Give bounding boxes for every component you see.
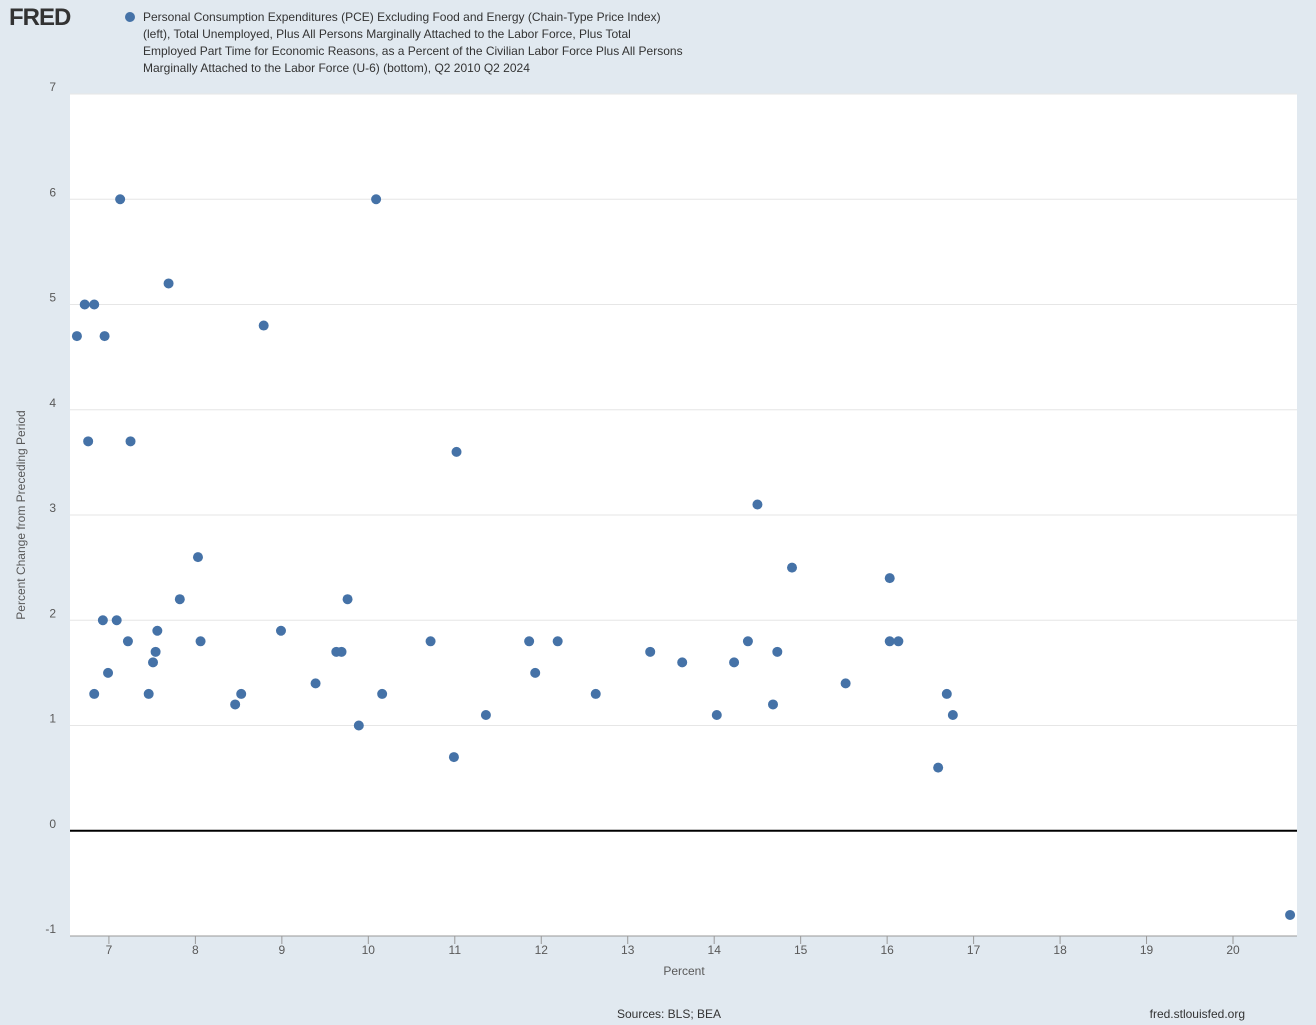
- point: [148, 657, 159, 668]
- url: fred.stlouisfed.org: [1150, 1007, 1245, 1021]
- point: [103, 667, 114, 678]
- point: [310, 678, 321, 689]
- y-tick-label: 3: [49, 501, 56, 515]
- point: [192, 552, 203, 563]
- x-tick-label: 16: [880, 943, 894, 957]
- point: [530, 667, 541, 678]
- point: [1285, 909, 1296, 920]
- point: [174, 594, 185, 605]
- point: [729, 657, 740, 668]
- x-tick-label: 15: [794, 943, 808, 957]
- point: [377, 688, 388, 699]
- y-tick-label: 6: [49, 185, 56, 199]
- point: [448, 752, 459, 763]
- point: [83, 436, 94, 447]
- y-tick-label: 2: [49, 606, 56, 620]
- x-tick-label: 11: [449, 943, 462, 957]
- point: [230, 699, 241, 710]
- point: [645, 646, 656, 657]
- legend-marker: [125, 12, 135, 22]
- point: [884, 573, 895, 584]
- point: [480, 709, 491, 720]
- point: [371, 194, 382, 205]
- point: [353, 720, 364, 731]
- y-axis-label: Percent Change from Preceding Period: [14, 410, 28, 619]
- point: [143, 688, 154, 699]
- point: [451, 446, 462, 457]
- y-tick-label: 4: [49, 396, 56, 410]
- x-tick-label: 13: [621, 943, 635, 957]
- point: [767, 699, 778, 710]
- x-tick-label: 14: [708, 943, 722, 957]
- point: [125, 436, 136, 447]
- point: [524, 636, 535, 647]
- point: [99, 331, 110, 342]
- point: [677, 657, 688, 668]
- point: [772, 646, 783, 657]
- x-tick-label: 12: [535, 943, 549, 957]
- point: [89, 299, 100, 310]
- point: [89, 688, 100, 699]
- sources: Sources: BLS; BEA: [617, 1007, 721, 1021]
- logo: FRED: [9, 4, 71, 31]
- point: [933, 762, 944, 773]
- point: [425, 636, 436, 647]
- point: [884, 636, 895, 647]
- x-tick-label: 18: [1053, 943, 1067, 957]
- point: [941, 688, 952, 699]
- point: [122, 636, 133, 647]
- point: [742, 636, 753, 647]
- x-tick-label: 20: [1226, 943, 1240, 957]
- point: [752, 499, 763, 510]
- point: [787, 562, 798, 573]
- point: [163, 278, 174, 289]
- point: [947, 709, 958, 720]
- point: [552, 636, 563, 647]
- x-tick-label: 10: [362, 943, 376, 957]
- point: [258, 320, 269, 331]
- point: [893, 636, 904, 647]
- x-tick-label: 8: [192, 943, 199, 957]
- point: [236, 688, 247, 699]
- y-tick-label: 5: [49, 291, 56, 305]
- point: [840, 678, 851, 689]
- point: [115, 194, 126, 205]
- point: [195, 636, 206, 647]
- x-tick-label: 19: [1140, 943, 1154, 957]
- point: [590, 688, 601, 699]
- point: [79, 299, 90, 310]
- point: [71, 331, 82, 342]
- y-tick-label: -1: [45, 922, 56, 936]
- point: [275, 625, 286, 636]
- y-tick-label: 0: [49, 817, 56, 831]
- x-axis-label: Percent: [663, 964, 705, 978]
- point: [342, 594, 353, 605]
- point: [97, 615, 108, 626]
- point: [152, 625, 163, 636]
- y-tick-label: 1: [49, 712, 56, 726]
- point: [150, 646, 161, 657]
- point: [111, 615, 122, 626]
- x-tick-label: 7: [106, 943, 113, 957]
- legend-label: Personal Consumption Expenditures (PCE) …: [143, 10, 683, 75]
- point: [711, 709, 722, 720]
- y-tick-label: 7: [49, 80, 56, 94]
- x-tick-label: 9: [279, 943, 286, 957]
- point: [336, 646, 347, 657]
- x-tick-label: 17: [967, 943, 981, 957]
